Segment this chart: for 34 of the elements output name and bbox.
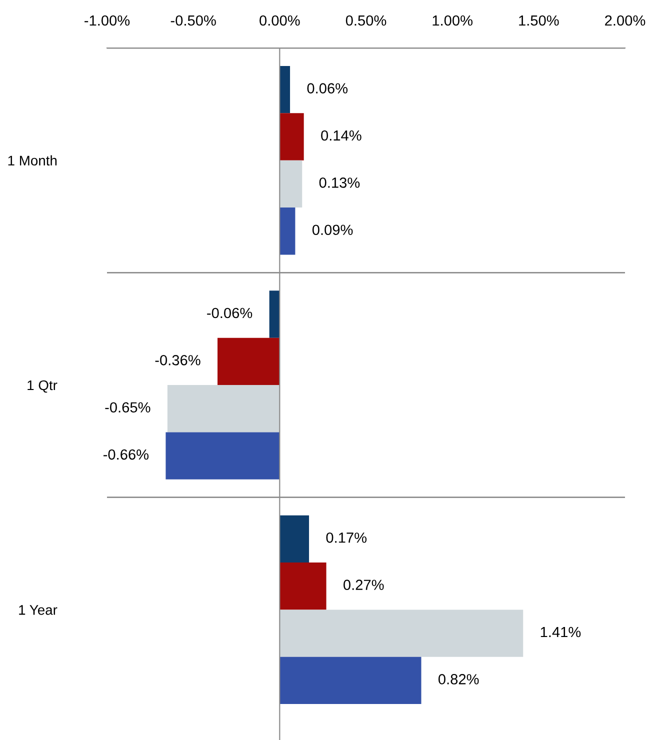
data-label: 0.06%: [307, 83, 348, 94]
data-label: -0.06%: [207, 308, 252, 318]
y-tick-label: 1 Qtr: [28, 380, 58, 393]
bar: [280, 113, 304, 160]
data-label: 0.14%: [321, 130, 362, 141]
x-tick-label: 0.50%: [346, 15, 386, 26]
data-label: -0.36%: [155, 355, 200, 366]
x-tick-label: 2.00%: [605, 15, 646, 26]
x-tick-label: 1.00%: [432, 15, 472, 26]
data-label: 0.13%: [319, 178, 360, 188]
y-tick-label: 1 Year: [19, 605, 58, 615]
bar: [280, 610, 524, 657]
bar: [280, 515, 310, 563]
data-label: 0.27%: [344, 580, 384, 590]
bar: [269, 290, 280, 338]
bar: [167, 385, 280, 432]
data-label: 0.82%: [438, 674, 479, 684]
data-label: -0.65%: [105, 402, 150, 413]
bar: [280, 656, 422, 704]
x-tick-label: -1.00%: [84, 15, 130, 26]
bar: [280, 208, 296, 255]
bar: [166, 432, 280, 480]
data-label: 0.17%: [326, 532, 367, 543]
x-tick-label: 0.00%: [260, 15, 300, 26]
bar: [218, 338, 280, 386]
data-label: 0.09%: [312, 224, 353, 236]
x-tick-label: -0.50%: [170, 15, 216, 26]
x-tick-label: 1.50%: [519, 15, 559, 26]
bar: [280, 160, 302, 208]
data-label: 1.41%: [540, 626, 581, 638]
bar: [280, 66, 290, 114]
data-label: -0.66%: [103, 449, 149, 460]
y-tick-label: 1 Month: [8, 155, 57, 166]
bar: [280, 562, 326, 610]
